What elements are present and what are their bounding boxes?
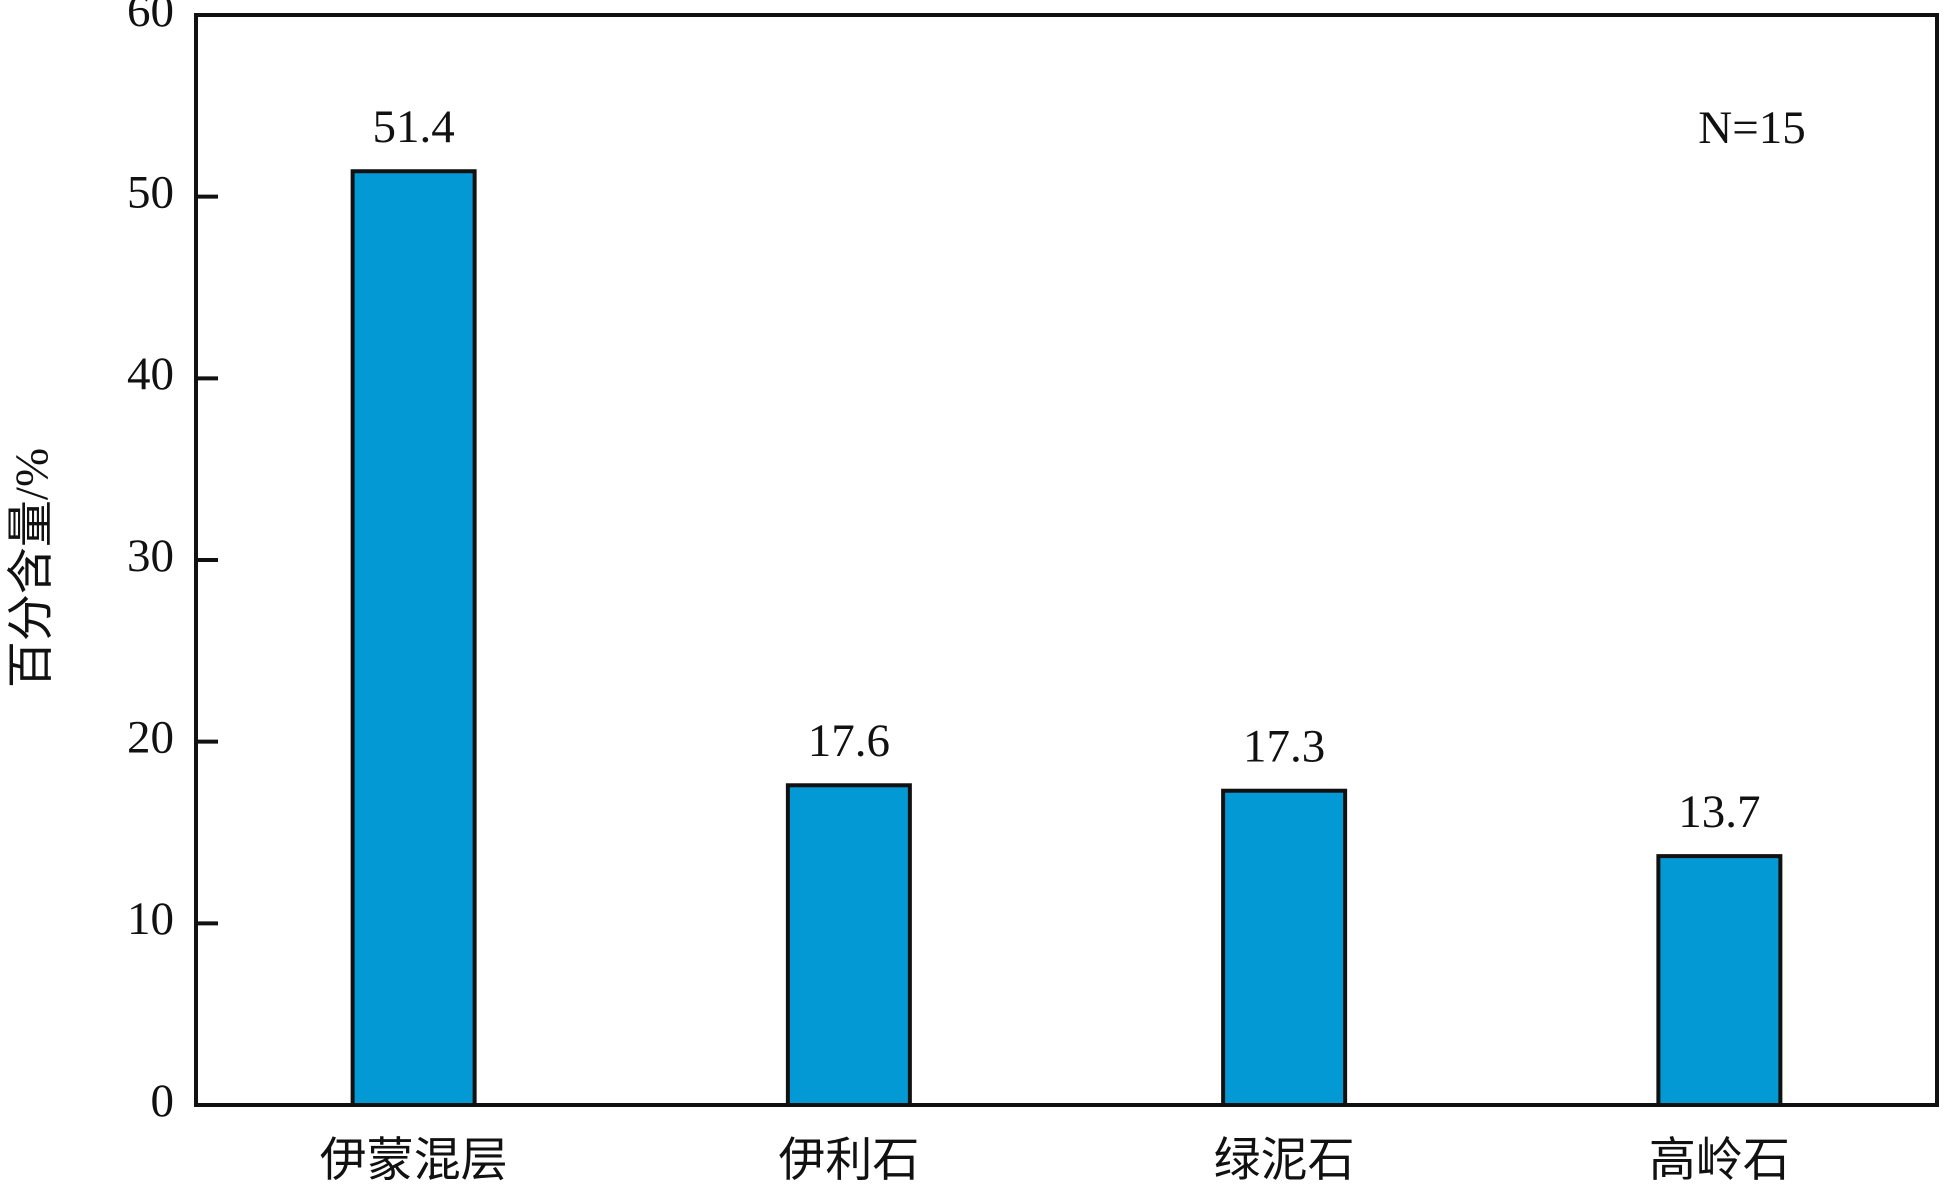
y-tick-label: 50 <box>127 166 174 218</box>
annotation: N=15 <box>1698 102 1805 154</box>
x-tick-label: 伊利石 <box>778 1135 919 1187</box>
data-label: 17.3 <box>1243 720 1325 772</box>
y-tick-label: 60 <box>127 0 174 37</box>
bar <box>350 169 477 1107</box>
bar <box>785 783 912 1107</box>
data-label: 13.7 <box>1678 786 1760 838</box>
y-tick-label: 10 <box>127 893 174 945</box>
x-tick-label: 绿泥石 <box>1214 1135 1355 1187</box>
data-label: 51.4 <box>373 101 455 153</box>
x-tick-label: 高岭石 <box>1649 1135 1790 1187</box>
y-axis-label: 百分含量/% <box>6 448 58 688</box>
y-tick-label: 40 <box>127 348 174 400</box>
bar <box>1656 854 1783 1107</box>
y-tick-label: 30 <box>127 530 174 582</box>
bar <box>1221 788 1348 1107</box>
y-tick-label: 20 <box>127 711 174 763</box>
x-tick-label: 伊蒙混层 <box>320 1135 508 1187</box>
y-tick-label: 0 <box>151 1075 175 1127</box>
data-label: 17.6 <box>808 715 890 767</box>
